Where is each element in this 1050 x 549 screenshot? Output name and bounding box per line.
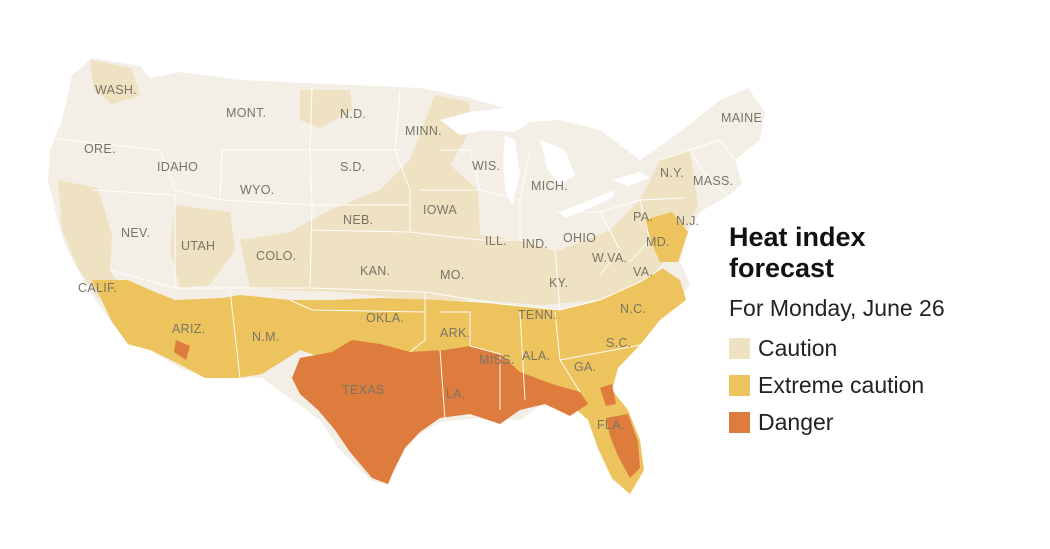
legend-label-extreme-caution: Extreme caution [758, 372, 925, 398]
state-label-wva: W.VA. [592, 251, 627, 265]
state-label-pa: PA. [633, 210, 653, 224]
state-label-mich: MICH. [531, 179, 568, 193]
legend-items: Caution Extreme caution Danger [729, 330, 1029, 441]
state-label-wis: WIS. [472, 159, 500, 173]
state-label-la: LA. [446, 387, 466, 401]
state-label-okla: OKLA. [366, 311, 404, 325]
legend-item-caution: Caution [729, 330, 1029, 367]
state-label-md: MD. [646, 235, 670, 249]
lake-superior [440, 108, 530, 135]
state-label-ind: IND. [522, 237, 548, 251]
legend-swatch-caution [729, 338, 750, 359]
state-label-minn: MINN. [405, 124, 442, 138]
state-label-ala: ALA. [522, 349, 550, 363]
state-label-tenn: TENN. [518, 308, 557, 322]
legend-label-danger: Danger [758, 409, 834, 435]
state-label-ga: GA. [574, 360, 596, 374]
state-label-mass: MASS. [693, 174, 733, 188]
state-label-colo: COLO. [256, 249, 296, 263]
legend-title: Heat index forecast [729, 222, 866, 283]
state-label-ohio: OHIO [563, 231, 596, 245]
state-label-nj: N.J. [676, 214, 699, 228]
lake-ontario [612, 172, 650, 186]
state-label-kan: KAN. [360, 264, 390, 278]
legend: Heat index forecast For Monday, June 26 … [729, 222, 1029, 441]
state-label-idaho: IDAHO [157, 160, 198, 174]
state-label-miss: MISS. [479, 353, 515, 367]
state-label-nm: N.M. [252, 330, 280, 344]
state-label-wyo: WYO. [240, 183, 275, 197]
state-label-va: VA. [633, 265, 653, 279]
state-label-sd: S.D. [340, 160, 366, 174]
state-label-wash: WASH. [95, 83, 137, 97]
state-label-nev: NEV. [121, 226, 150, 240]
legend-swatch-extreme-caution [729, 375, 750, 396]
legend-swatch-danger [729, 412, 750, 433]
state-label-maine: MAINE [721, 111, 762, 125]
state-label-neb: NEB. [343, 213, 373, 227]
state-borders [47, 87, 736, 421]
state-label-mo: MO. [440, 268, 465, 282]
state-label-ky: KY. [549, 276, 568, 290]
lake-michigan [503, 135, 520, 205]
state-label-fla: FLA. [597, 418, 625, 432]
legend-item-extreme-caution: Extreme caution [729, 367, 1029, 404]
state-label-ariz: ARIZ. [172, 322, 205, 336]
legend-subtitle: For Monday, June 26 [729, 295, 945, 321]
legend-label-caution: Caution [758, 335, 838, 361]
state-label-iowa: IOWA [423, 203, 457, 217]
state-label-utah: UTAH [181, 239, 215, 253]
lake-huron [540, 140, 575, 185]
state-label-texas: TEXAS [342, 383, 385, 397]
state-label-nc: N.C. [620, 302, 646, 316]
state-label-calif: CALIF. [78, 281, 117, 295]
state-label-ark: ARK. [440, 326, 470, 340]
state-label-nd: N.D. [340, 107, 366, 121]
legend-item-danger: Danger [729, 404, 1029, 441]
state-label-ore: ORE. [84, 142, 116, 156]
state-label-ill: ILL. [485, 234, 507, 248]
state-label-sc: S.C. [606, 336, 632, 350]
caution-zone [58, 60, 698, 305]
state-label-ny: N.Y. [660, 166, 684, 180]
state-labels: WASH. ORE. CALIF. IDAHO NEV. MONT. WYO. … [78, 83, 762, 432]
lake-erie [560, 190, 615, 218]
state-label-mont: MONT. [226, 106, 266, 120]
